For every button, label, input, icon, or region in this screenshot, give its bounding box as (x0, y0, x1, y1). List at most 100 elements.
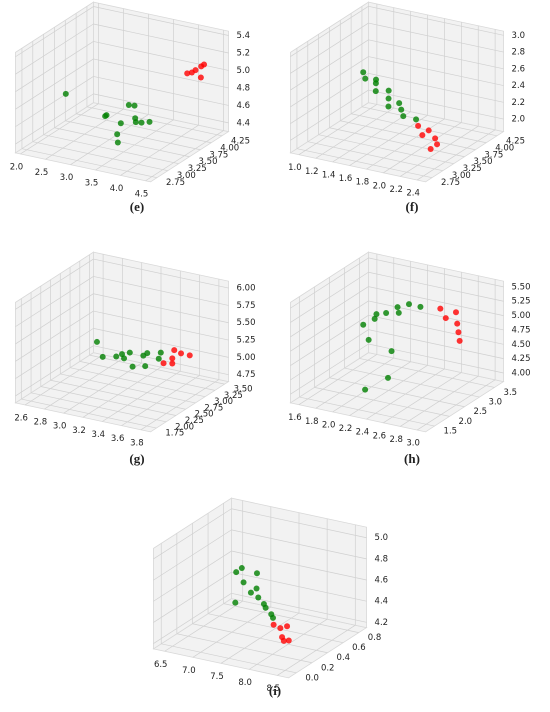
grid-line (318, 134, 454, 165)
grid-line (192, 623, 328, 654)
grid-line (290, 300, 369, 352)
x-tick-label: 1.4 (322, 170, 336, 180)
grid-line (15, 76, 94, 127)
x-tick-label: 3.0 (406, 439, 420, 449)
point (255, 594, 262, 601)
point (432, 135, 439, 142)
grid-line (153, 571, 232, 623)
grid-line (15, 258, 94, 310)
z-tick-label: 5.0 (375, 533, 389, 543)
grid-line (344, 367, 480, 398)
point (132, 119, 139, 126)
z-tick-label: 2.8 (512, 48, 526, 58)
grid-line (368, 286, 504, 316)
z-tick-label: 4.8 (375, 554, 389, 564)
point (285, 637, 292, 644)
y-tick-label: 0.4 (337, 653, 351, 663)
grid-line (63, 362, 142, 414)
point (184, 70, 191, 77)
grid-line (231, 508, 367, 539)
grid-line (43, 134, 179, 165)
point (131, 102, 138, 109)
point (385, 87, 392, 94)
point (406, 301, 412, 308)
y-tick-label: 2.75 (441, 178, 460, 188)
point (117, 120, 124, 127)
grid-line (290, 271, 369, 323)
point (419, 132, 426, 139)
z-tick-label: 5.00 (512, 311, 531, 321)
point (373, 311, 380, 318)
point (413, 116, 420, 123)
point (253, 585, 260, 592)
y-tick-label: 3.25 (188, 164, 207, 174)
y-tick-label: 3.00 (177, 171, 196, 181)
y-tick-label: 2.50 (195, 410, 214, 420)
point (114, 139, 121, 146)
point (233, 569, 240, 576)
grid-line (121, 375, 200, 426)
grid-line (24, 354, 104, 406)
grid-line (290, 315, 369, 366)
x-tick-label: 1.6 (288, 413, 302, 423)
grid-line (79, 361, 215, 391)
grid-line (93, 328, 229, 358)
point (427, 145, 434, 152)
grid-line (231, 571, 367, 602)
point (284, 623, 291, 630)
point (247, 589, 254, 596)
z-tick-label: 4.4 (375, 597, 389, 607)
point (362, 75, 369, 82)
z-tick-label: 5.50 (512, 282, 531, 292)
grid-line (368, 329, 504, 359)
point (201, 61, 208, 68)
grid-line (82, 366, 162, 418)
point (385, 103, 392, 110)
grid-line (368, 22, 504, 53)
x-tick-label: 2.6 (14, 413, 28, 423)
grid-line (102, 370, 181, 422)
point (142, 363, 149, 370)
point (454, 320, 461, 327)
y-tick-label: 3.5 (504, 388, 518, 398)
grid-line (329, 377, 465, 408)
point (268, 611, 275, 618)
grid-line (368, 314, 504, 345)
y-tick-label: 2.0 (459, 417, 473, 427)
grid-line (231, 550, 367, 581)
y-tick-label: 3.0 (489, 398, 503, 408)
grid-line (329, 127, 465, 158)
z-tick-label: 4.75 (237, 370, 256, 380)
y-tick-label: 3.25 (224, 391, 243, 401)
y-tick-label: 4.25 (231, 136, 250, 146)
x-tick-label: 2.0 (373, 181, 387, 191)
grid-line (290, 257, 369, 309)
grid-line (176, 633, 313, 664)
grid-line (290, 56, 369, 108)
z-tick-label: 4.75 (512, 325, 531, 335)
point (395, 309, 402, 316)
grid-line (368, 89, 504, 120)
z-tick-label: 5.4 (237, 31, 251, 41)
point (93, 338, 100, 345)
point (415, 122, 422, 129)
z-tick-label: 5.25 (237, 336, 256, 346)
y-tick-label: 1.5 (444, 427, 458, 437)
z-tick-label: 4.00 (512, 369, 531, 379)
point (362, 386, 369, 393)
point (121, 355, 128, 362)
point (157, 349, 164, 356)
point (425, 127, 432, 134)
grid-line (21, 148, 158, 178)
point (113, 353, 120, 360)
grid-line (368, 6, 504, 36)
point (371, 315, 378, 322)
grid-line (368, 39, 504, 70)
x-tick-label: 4.5 (135, 189, 149, 199)
y-tick-label: 2.75 (204, 403, 223, 413)
y-tick-label: 3.50 (199, 157, 218, 167)
point (62, 90, 69, 97)
pane (368, 251, 504, 383)
grid-line (307, 141, 443, 172)
